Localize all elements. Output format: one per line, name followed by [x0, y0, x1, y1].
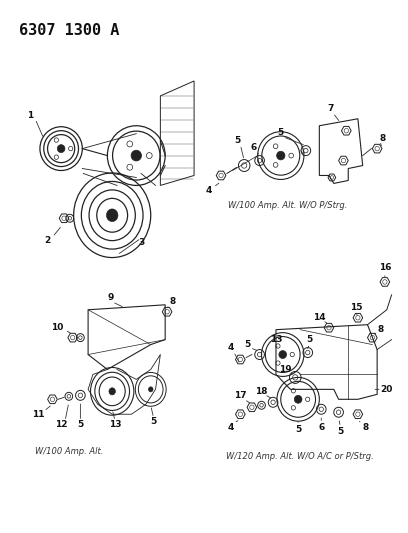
Text: 20: 20: [381, 385, 393, 394]
Text: 3: 3: [138, 238, 144, 247]
Circle shape: [294, 395, 302, 403]
Text: 5: 5: [337, 426, 344, 435]
Text: 7: 7: [328, 104, 334, 114]
Circle shape: [279, 351, 286, 359]
Text: 15: 15: [350, 303, 362, 312]
Text: W/100 Amp. Alt. W/O P/Strg.: W/100 Amp. Alt. W/O P/Strg.: [228, 201, 347, 211]
Text: 8: 8: [362, 423, 369, 432]
Text: 14: 14: [313, 313, 326, 322]
Text: 6: 6: [251, 143, 257, 152]
Ellipse shape: [149, 387, 153, 392]
Text: 19: 19: [279, 365, 292, 374]
Text: 8: 8: [380, 134, 386, 143]
Text: 4: 4: [205, 186, 212, 195]
Text: 6: 6: [318, 423, 324, 432]
Text: 8: 8: [170, 297, 176, 306]
Text: 5: 5: [234, 136, 241, 145]
Circle shape: [277, 151, 285, 160]
Text: 5: 5: [77, 419, 84, 429]
Text: 5: 5: [295, 425, 301, 434]
Text: 17: 17: [234, 391, 247, 400]
Ellipse shape: [106, 209, 118, 222]
Text: 1: 1: [27, 111, 33, 120]
Text: 13: 13: [270, 335, 282, 344]
Text: 13: 13: [109, 419, 121, 429]
Circle shape: [131, 150, 142, 161]
Ellipse shape: [109, 388, 115, 395]
Text: W/100 Amp. Alt.: W/100 Amp. Alt.: [35, 447, 104, 456]
Circle shape: [57, 144, 65, 152]
Text: 5: 5: [244, 340, 250, 349]
Text: W/120 Amp. Alt. W/O A/C or P/Strg.: W/120 Amp. Alt. W/O A/C or P/Strg.: [226, 452, 374, 461]
Text: 2: 2: [44, 236, 51, 245]
Text: 16: 16: [379, 263, 391, 272]
Text: 4: 4: [228, 343, 234, 352]
Text: 8: 8: [378, 325, 384, 334]
Text: 5: 5: [278, 128, 284, 137]
Text: 4: 4: [228, 423, 234, 432]
Text: 5: 5: [306, 335, 313, 344]
Text: 5: 5: [151, 417, 157, 426]
Text: 11: 11: [32, 410, 44, 419]
Text: 18: 18: [255, 387, 268, 396]
Text: 9: 9: [107, 293, 113, 302]
Text: 10: 10: [51, 323, 64, 332]
Text: 6307 1300 A: 6307 1300 A: [19, 23, 119, 38]
Text: 12: 12: [55, 419, 67, 429]
